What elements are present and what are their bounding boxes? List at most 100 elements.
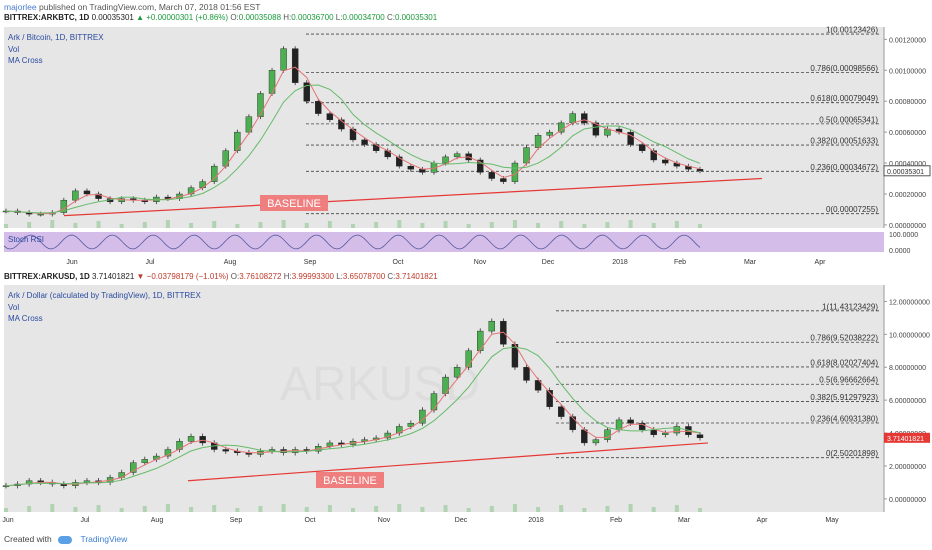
volume-bar (235, 508, 240, 512)
volume-bar (374, 506, 379, 512)
fib-level-label: 0.236(4.60931380) (810, 415, 878, 424)
candle-body (453, 153, 461, 158)
candle-body (488, 320, 495, 332)
candle-body (326, 442, 334, 447)
candle-body (650, 429, 657, 435)
volume-bar (258, 506, 263, 512)
panel2-ticker[interactable]: BITTREX:ARKUSD, 1D (4, 272, 90, 281)
baseline-label: BASELINE (323, 475, 377, 487)
volume-bar (674, 221, 679, 228)
ma-slow-line (5, 84, 701, 214)
candle-body (176, 441, 183, 450)
y-tick-label: 0.00060000 (889, 130, 926, 137)
fib-level-label: 0.5(0.00065341) (819, 115, 878, 124)
panel1-ticker[interactable]: BITTREX:ARKBTC, 1D (4, 13, 90, 22)
chart-panel-2: 12.00000000 10.00000000 8.00000000 6.000000… (2, 285, 932, 524)
candle-body (419, 169, 426, 173)
candle-body (25, 480, 33, 485)
candle-body (453, 367, 461, 378)
panel1-high: 0.00036700 (291, 13, 334, 22)
candle-body (558, 406, 565, 417)
x-tick-label: 2018 (612, 259, 628, 266)
y-tick-label: 8.00000000 (889, 365, 926, 372)
candle-body (558, 122, 565, 133)
candle-body (199, 181, 206, 189)
candle-body (569, 113, 576, 124)
panel2-change: −0.03798179 (−1.01%) (146, 272, 229, 281)
volume-bar (397, 220, 402, 228)
panel-1-background (4, 27, 884, 228)
candle-body (361, 439, 368, 442)
stoch-rsi-line (3, 234, 701, 250)
panel-2-background (4, 285, 884, 512)
candle-body (95, 193, 102, 199)
candle-body (245, 116, 253, 133)
indicator-label: MA Cross (8, 56, 43, 65)
tradingview-brand-link[interactable]: TradingView (80, 534, 128, 544)
ma-slow-line (5, 346, 701, 487)
candle-body (662, 159, 669, 164)
candle-body (407, 165, 415, 170)
panel2-low: 3.65078700 (342, 272, 386, 281)
volume-bar (50, 220, 55, 228)
candle-body (199, 436, 206, 444)
baseline-trendline (187, 442, 709, 482)
fib-level-label: 0.236(0.00034672) (810, 163, 878, 172)
candle-body (442, 156, 449, 164)
volume-bar (189, 223, 194, 228)
ma-fast-line (5, 331, 701, 487)
x-tick-label: Mar (678, 517, 691, 524)
volume-bar (582, 224, 587, 228)
baseline-label-bg (260, 195, 328, 211)
panel-2-title: Ark / Dollar (calculated by TradingView)… (8, 291, 201, 300)
volume-bar (651, 507, 656, 512)
volume-bar (304, 223, 309, 228)
baseline-label-bg (316, 472, 384, 488)
x-tick-label: Aug (151, 517, 164, 524)
fib-level-label: 0.5(6.96662664) (819, 376, 878, 385)
y-tick-label: 10.00000000 (889, 332, 930, 339)
x-tick-label: Oct (393, 259, 404, 266)
y-tick-label: 0.00000000 (889, 223, 926, 230)
candle-body (638, 422, 646, 430)
candle-body (396, 156, 403, 167)
volume-bar (351, 224, 355, 228)
volume-bar (420, 507, 425, 512)
panel2-symbol-line: BITTREX:ARKUSD, 1D 3.71401821 ▼ −0.03798… (4, 272, 438, 281)
author-link[interactable]: majorlee (4, 2, 37, 12)
y-tick-label: 0.00000000 (889, 497, 926, 504)
baseline-trendline (63, 177, 763, 217)
volume-bar (142, 222, 147, 228)
candle-body (534, 135, 542, 148)
volume-bar (559, 221, 564, 228)
panel1-change: +0.00000301 (+0.86%) (146, 13, 229, 22)
volume-bar (27, 506, 32, 512)
volume-bar (674, 505, 679, 512)
candle-body (83, 190, 91, 195)
y-tick-label: 12.00000000 (889, 299, 930, 306)
candle-body (673, 426, 681, 434)
tradingview-logo-icon (58, 535, 73, 544)
volume-bar (4, 224, 8, 228)
x-tick-label: Jun (2, 517, 13, 524)
volume-bar (512, 220, 517, 228)
panel2-open: 3.76108272 (239, 272, 282, 281)
fib-level-label: 0.786(0.00098566) (810, 64, 878, 73)
fib-level-label: 0.382(5.91297923) (810, 393, 878, 402)
volume-bar (420, 223, 425, 228)
volume-bar (512, 504, 517, 512)
x-tick-label: Jul (81, 517, 90, 524)
volume-bar (4, 508, 8, 512)
volume-bar (281, 504, 286, 512)
candle-body (477, 159, 484, 173)
volume-bar (698, 508, 702, 512)
fib-level-label: 0.786(9.52038222) (810, 334, 878, 343)
candle-body (338, 119, 345, 130)
volume-bar (119, 224, 124, 228)
volume-bar (605, 506, 610, 512)
fib-level-label: 0(2.50201898) (826, 449, 878, 458)
volume-bar (142, 506, 147, 512)
volume-bar (582, 508, 587, 512)
volume-bar (281, 220, 286, 228)
